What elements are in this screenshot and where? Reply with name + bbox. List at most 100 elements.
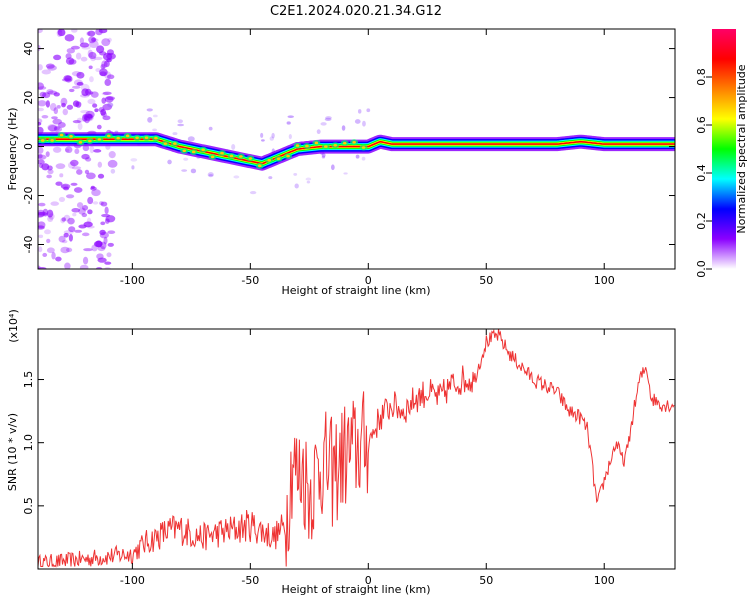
- noise-speckle: [65, 148, 70, 153]
- noise-speckle: [84, 113, 94, 122]
- noise-speckle: [357, 109, 362, 114]
- noise-speckle: [288, 134, 292, 140]
- noise-speckle: [146, 108, 153, 112]
- noise-speckle: [366, 108, 371, 113]
- ridge-blob-core: [257, 164, 262, 168]
- noise-speckle: [58, 235, 66, 243]
- noise-speckle: [63, 75, 72, 82]
- noise-speckle: [268, 176, 273, 180]
- noise-speckle: [66, 104, 74, 110]
- noise-speckle: [95, 240, 103, 248]
- noise-speckle: [92, 201, 99, 205]
- y-tick-label: 1.5: [22, 371, 35, 389]
- noise-speckle: [97, 161, 103, 168]
- noise-speckle: [76, 202, 84, 209]
- colorbar: 0.0 0.2 0.4 0.6 0.8 Normalized spectral ampl…: [695, 29, 748, 278]
- noise-speckle: [46, 238, 51, 244]
- noise-speckle: [59, 173, 64, 178]
- noise-speckle: [62, 108, 69, 116]
- x-tick-label: -100: [120, 574, 145, 587]
- noise-speckle: [56, 105, 61, 109]
- noise-speckle: [80, 56, 88, 62]
- noise-speckle: [51, 116, 58, 120]
- ridge-blob-core: [163, 142, 168, 145]
- noise-speckle: [64, 34, 75, 42]
- noise-speckle: [55, 163, 66, 170]
- noise-speckle: [58, 196, 66, 202]
- figure-title: C2E1.2024.020.21.34.G12: [270, 4, 442, 19]
- noise-speckle: [47, 125, 58, 132]
- noise-speckle: [88, 40, 99, 49]
- noise-speckle: [107, 37, 112, 43]
- noise-speckle: [91, 37, 97, 42]
- noise-speckle: [101, 92, 109, 96]
- noise-speckle: [87, 30, 96, 37]
- noise-speckle: [287, 115, 294, 119]
- snr-frame: [37, 328, 676, 570]
- noise-speckle: [207, 172, 214, 178]
- noise-speckle: [47, 124, 57, 132]
- noise-speckle: [61, 102, 66, 108]
- noise-speckle: [104, 78, 112, 87]
- noise-speckle: [71, 71, 82, 77]
- noise-speckle: [172, 132, 178, 136]
- noise-speckle: [41, 163, 50, 171]
- noise-speckle: [104, 96, 114, 103]
- noise-speckle: [61, 240, 68, 244]
- noise-speckle: [76, 169, 83, 175]
- ridge-blob-core: [144, 136, 149, 140]
- noise-speckle: [96, 45, 105, 54]
- noise-speckle: [76, 71, 85, 79]
- noise-speckle: [72, 212, 77, 217]
- noise-speckle: [79, 37, 84, 45]
- x-tick-label: 50: [479, 274, 493, 287]
- colorbar-ticks: 0.0 0.2 0.4 0.6 0.8: [695, 68, 712, 278]
- ridge-blob-core: [276, 157, 281, 160]
- noise-speckle: [60, 246, 70, 254]
- noise-speckle: [47, 215, 54, 222]
- noise-speckle: [97, 246, 106, 252]
- noise-speckle: [331, 164, 335, 171]
- noise-speckle: [177, 123, 185, 127]
- noise-speckle: [100, 108, 107, 116]
- noise-speckle: [38, 107, 44, 112]
- ridge-blob-core: [267, 158, 272, 162]
- noise-speckle: [103, 236, 108, 245]
- noise-speckle: [102, 91, 112, 95]
- noise-speckle: [103, 60, 110, 68]
- colorbar-tick-label: 0.0: [695, 260, 708, 278]
- noise-speckle: [85, 88, 92, 96]
- noise-speckle: [38, 163, 43, 169]
- snr-x-axis-label: Height of straight line (km): [281, 583, 430, 596]
- noise-speckle: [42, 208, 49, 217]
- x-tick-label: 0: [365, 274, 372, 287]
- noise-speckle: [71, 29, 78, 33]
- ridge-blob-core: [295, 144, 300, 147]
- noise-speckle: [38, 234, 44, 239]
- noise-speckle: [271, 132, 275, 139]
- ridge-blob-core: [361, 146, 366, 149]
- noise-speckle: [75, 52, 82, 60]
- colorbar-tick-label: 0.4: [695, 164, 708, 182]
- y-tick-label: -20: [22, 187, 35, 205]
- spectrogram-y-axis-label: Frequency (Hz): [6, 108, 19, 191]
- noise-speckle: [106, 252, 112, 258]
- noise-speckle: [38, 121, 42, 126]
- noise-speckle: [100, 241, 107, 250]
- noise-speckle: [46, 174, 52, 179]
- x-tick-label: 100: [594, 574, 615, 587]
- ridge-blob-core: [154, 136, 158, 140]
- noise-speckle: [45, 63, 55, 69]
- noise-speckle: [38, 225, 45, 230]
- ridge-blob-core: [106, 134, 111, 138]
- noise-speckle: [38, 153, 43, 159]
- noise-speckle: [362, 120, 366, 127]
- noise-speckle: [65, 194, 75, 199]
- noise-speckle: [70, 159, 79, 167]
- noise-speckle: [42, 92, 51, 99]
- noise-speckle: [104, 261, 112, 265]
- noise-speckle: [261, 139, 265, 142]
- ridge-blob-core: [59, 133, 64, 137]
- noise-speckle: [98, 29, 108, 34]
- noise-speckle: [96, 124, 102, 130]
